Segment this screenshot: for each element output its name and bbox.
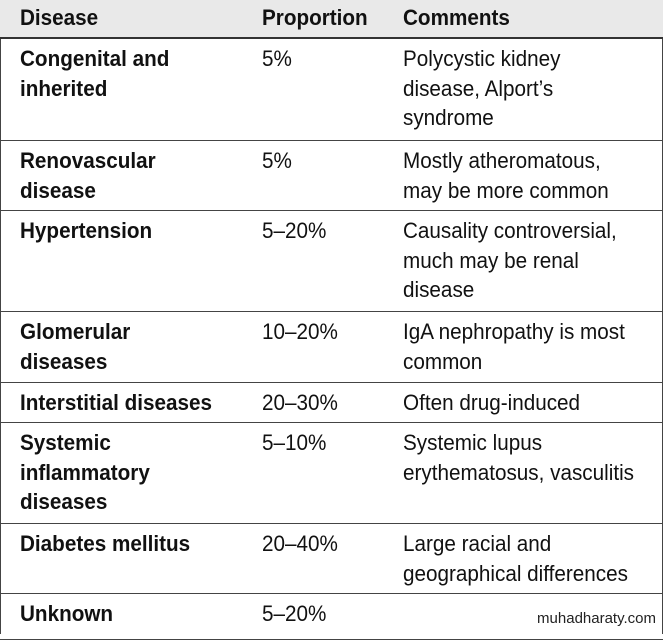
table-row: Diabetes mellitus 20–40% Large racial and … xyxy=(0,524,663,594)
table-cell: Systemic lupus erythematosus, vasculitis xyxy=(403,430,635,485)
table-cell: 5–20% xyxy=(262,601,327,626)
table-cell: 5–10% xyxy=(262,430,327,455)
header-cell: Proportion xyxy=(262,5,368,30)
table-row: Systemic inflammatory diseases 5–10% Syste… xyxy=(0,423,663,524)
header-cell: Disease xyxy=(20,5,99,30)
table-cell: 5–20% xyxy=(262,218,327,243)
table-cell: Interstitial diseases xyxy=(20,390,212,415)
watermark: muhadharaty.com xyxy=(535,610,658,627)
table-cell: 10–20% xyxy=(262,319,338,344)
table-cell: Polycystic kidney disease, Alport’s synd… xyxy=(403,46,561,131)
table-cell: Hypertension xyxy=(20,218,153,243)
table-cell: 5% xyxy=(262,148,292,173)
table-cell: Mostly atheromatous, may be more common xyxy=(403,148,609,203)
table-cell: Diabetes mellitus xyxy=(20,531,191,556)
table-cell: Systemic inflammatory diseases xyxy=(20,430,150,515)
table-cell: IgA nephropathy is most common xyxy=(403,319,625,374)
table-cell: Unknown xyxy=(20,601,114,626)
table-row: Interstitial diseases 20–30% Often drug-in… xyxy=(0,383,663,423)
table-row: Glomerular diseases 10–20% IgA nephropathy… xyxy=(0,312,663,383)
table-cell: Large racial and geographical difference… xyxy=(403,531,628,586)
table-cell: Congenital and inherited xyxy=(20,46,170,101)
table-row: Hypertension 5–20% Causality controversial… xyxy=(0,211,663,312)
table-cell: 5% xyxy=(262,46,292,71)
table-cell: 20–40% xyxy=(262,531,338,556)
table-cell: Causality controversial, much may be ren… xyxy=(403,218,617,303)
table-row: Congenital and inherited 5% Polycystic kid… xyxy=(0,39,663,141)
header-cell: Comments xyxy=(403,5,510,30)
table-row: Renovascular disease 5% Mostly atheromatou… xyxy=(0,141,663,211)
table-cell: Often drug-induced xyxy=(403,390,581,415)
table-cell: Glomerular diseases xyxy=(20,319,131,374)
table-cell: 20–30% xyxy=(262,390,338,415)
header-row: Disease Proportion Comments xyxy=(0,0,663,39)
table-cell: Renovascular disease xyxy=(20,148,156,203)
